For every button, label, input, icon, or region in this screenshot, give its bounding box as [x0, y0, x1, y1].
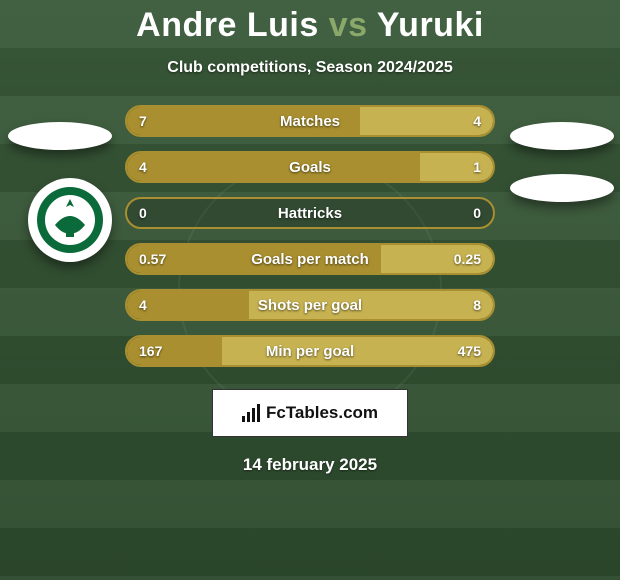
- stat-row: 167475Min per goal: [125, 335, 495, 367]
- right-ellipse-2: [510, 174, 614, 202]
- stat-label: Shots per goal: [127, 291, 493, 319]
- content: Andre Luis vs Yuruki Club competitions, …: [0, 0, 620, 580]
- right-ellipse-1: [510, 122, 614, 150]
- stat-label: Goals per match: [127, 245, 493, 273]
- stat-label: Matches: [127, 107, 493, 135]
- player1-name: Andre Luis: [136, 6, 319, 44]
- vs-separator: vs: [329, 6, 368, 44]
- stat-row: 74Matches: [125, 105, 495, 137]
- brand-badge: FcTables.com: [212, 389, 408, 437]
- page-title: Andre Luis vs Yuruki: [0, 6, 620, 45]
- stat-row: 48Shots per goal: [125, 289, 495, 321]
- brand-bars-icon: [242, 404, 260, 422]
- club-badge-icon: [35, 185, 105, 255]
- subtitle: Club competitions, Season 2024/2025: [0, 59, 620, 77]
- comparison-card: Andre Luis vs Yuruki Club competitions, …: [0, 0, 620, 580]
- stat-label: Min per goal: [127, 337, 493, 365]
- left-ellipse-1: [8, 122, 112, 150]
- player2-name: Yuruki: [377, 6, 484, 44]
- club-badge: [28, 178, 112, 262]
- date-text: 14 february 2025: [0, 455, 620, 475]
- stat-row: 00Hattricks: [125, 197, 495, 229]
- stat-row: 0.570.25Goals per match: [125, 243, 495, 275]
- brand-text: FcTables.com: [266, 403, 378, 423]
- stat-label: Goals: [127, 153, 493, 181]
- stat-row: 41Goals: [125, 151, 495, 183]
- stat-label: Hattricks: [127, 199, 493, 227]
